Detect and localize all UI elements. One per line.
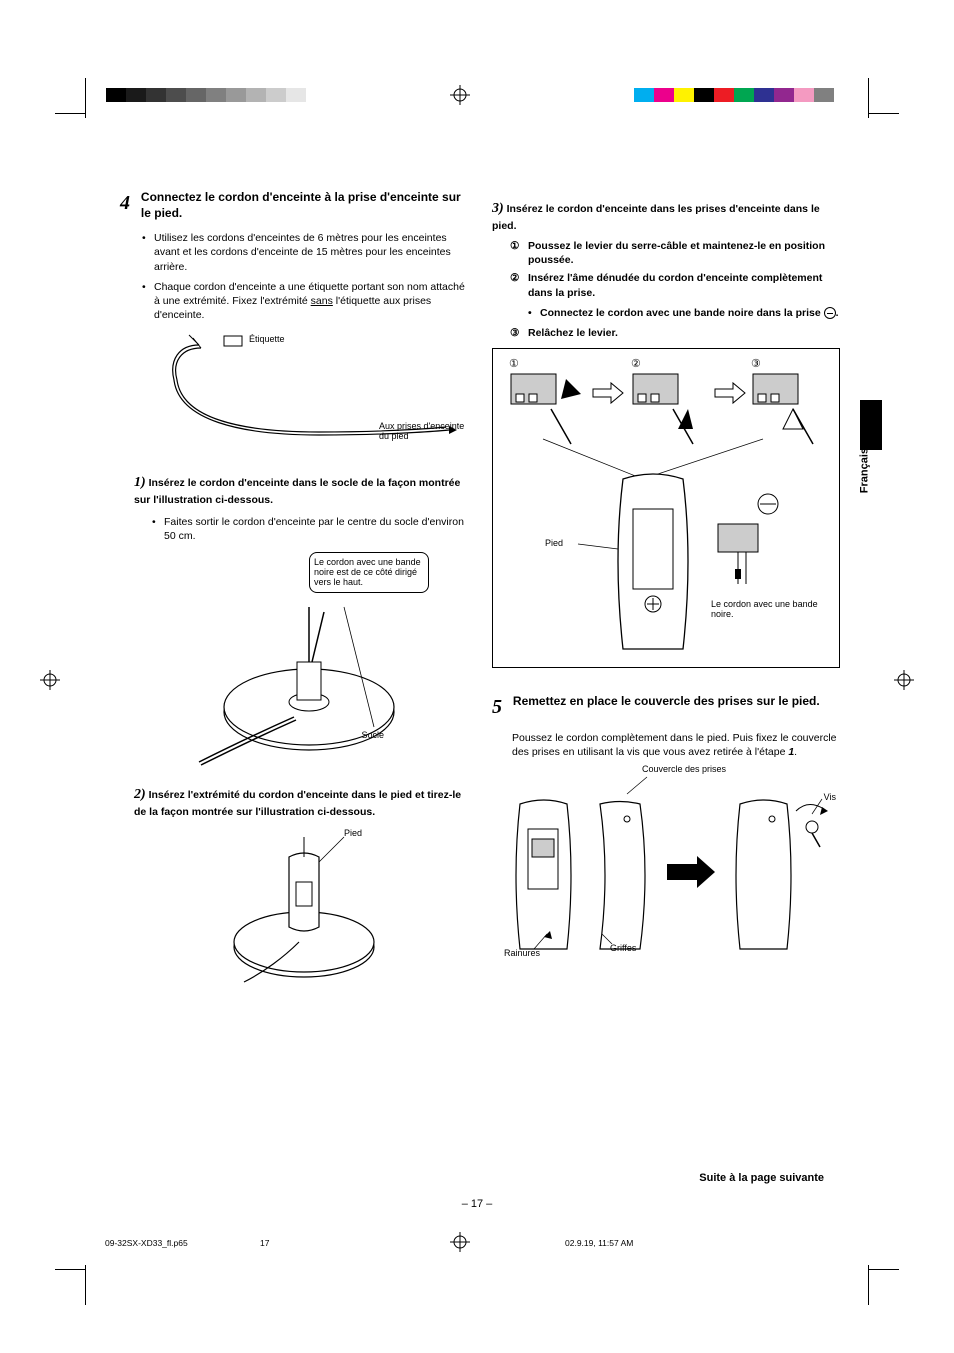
figure-terminal-sequence: ① ② ③: [492, 348, 840, 668]
registration-mark-icon: [450, 85, 470, 105]
bullet-item: Chaque cordon d'enceinte a une étiquette…: [142, 280, 468, 323]
step-title: Remettez en place le couvercle des prise…: [513, 694, 839, 710]
crop-mark: [55, 113, 85, 114]
substep-number: 1): [134, 475, 146, 490]
footer-timestamp: 02.9.19, 11:57 AM: [565, 1238, 633, 1248]
step5-body: Poussez le cordon complètement dans le p…: [512, 731, 840, 759]
figure-label-socle: Socle: [361, 729, 384, 741]
bullet-item: Faites sortir le cordon d'enceinte par l…: [152, 515, 468, 543]
language-tab-marker: [860, 400, 882, 450]
substep-text: Insérez le cordon d'enceinte dans le soc…: [134, 477, 460, 506]
figure-pied: Pied: [140, 827, 468, 987]
crop-mark: [869, 1269, 899, 1270]
figure-callout: Le cordon avec une bande noire est de ce…: [309, 552, 429, 593]
seq-label-2: ②: [631, 357, 641, 372]
crop-mark: [869, 113, 899, 114]
registration-mark-icon: [40, 670, 60, 690]
sub-bullet: Connectez le cordon avec une bande noire…: [528, 306, 840, 320]
figure-label-cordon: Le cordon avec une bande noire.: [711, 599, 821, 620]
figure-label-couvercle: Couvercle des prises: [642, 765, 726, 775]
color-calibration-bar: [634, 88, 834, 102]
step-number: 5: [492, 694, 510, 721]
figure-label-aux-prises: Aux prises d'enceinte du pied: [379, 422, 469, 442]
registration-mark-icon: [450, 1232, 470, 1252]
substep-2: 2) Insérez l'extrémité du cordon d'encei…: [134, 786, 468, 819]
seq-label-1: ①: [509, 357, 519, 372]
page-number: – 17 –: [0, 1198, 954, 1210]
figure-label-griffes: Griffes: [610, 942, 636, 954]
bullet-item: Utilisez les cordons d'enceintes de 6 mè…: [142, 231, 468, 274]
figure-label-pied: Pied: [344, 827, 362, 839]
left-column: 4 Connectez le cordon d'enceinte à la pr…: [120, 190, 468, 1001]
circled-step-3: Relâchez le levier.: [510, 326, 840, 340]
step4-bullets: Utilisez les cordons d'enceintes de 6 mè…: [142, 231, 468, 322]
footer-filename: 09-32SX-XD33_fl.p65: [105, 1238, 188, 1248]
continued-note: Suite à la page suivante: [699, 1172, 824, 1184]
figure-label-vis: Vis: [824, 791, 836, 803]
footer-page: 17: [260, 1238, 269, 1248]
figure-label-etiquette: Étiquette: [249, 333, 285, 345]
substep-text: Insérez le cordon d'enceinte dans les pr…: [492, 203, 820, 232]
substep-number: 2): [134, 787, 146, 802]
crop-mark: [868, 78, 869, 118]
right-column: 3) Insérez le cordon d'enceinte dans les…: [492, 190, 840, 1001]
crop-mark: [868, 1265, 869, 1305]
figure-label-pied: Pied: [545, 537, 563, 549]
figure-label-rainures: Rainures: [504, 947, 540, 959]
figure-cover: Couvercle des prises Rainures Griffes Vi…: [492, 769, 840, 959]
substep-1: 1) Insérez le cordon d'enceinte dans le …: [134, 474, 468, 507]
substep-number: 3): [492, 201, 504, 216]
substep-3: 3) Insérez le cordon d'enceinte dans les…: [492, 200, 840, 233]
figure-socle: Le cordon avec une bande noire est de ce…: [140, 552, 468, 772]
figure-cable-label: Étiquette Aux prises d'enceinte du pied: [140, 330, 468, 460]
language-label: Français: [858, 448, 870, 493]
crop-mark: [85, 1265, 86, 1305]
seq-label-3: ③: [751, 357, 761, 372]
circled-step-2: Insérez l'âme dénudée du cordon d'encein…: [510, 271, 840, 299]
circled-step-1: Poussez le levier du serre-câble et main…: [510, 239, 840, 267]
circled-steps: Poussez le levier du serre-câble et main…: [510, 239, 840, 300]
minus-terminal-icon: [824, 307, 836, 319]
grayscale-calibration-bar: [106, 88, 306, 102]
crop-mark: [85, 78, 86, 118]
step-title: Connectez le cordon d'enceinte à la pris…: [141, 190, 467, 221]
step-4: 4 Connectez le cordon d'enceinte à la pr…: [120, 190, 468, 221]
substep-text: Insérez l'extrémité du cordon d'enceinte…: [134, 789, 461, 818]
step-5: 5 Remettez en place le couvercle des pri…: [492, 694, 840, 721]
crop-mark: [55, 1269, 85, 1270]
registration-mark-icon: [894, 670, 914, 690]
step-number: 4: [120, 190, 138, 217]
